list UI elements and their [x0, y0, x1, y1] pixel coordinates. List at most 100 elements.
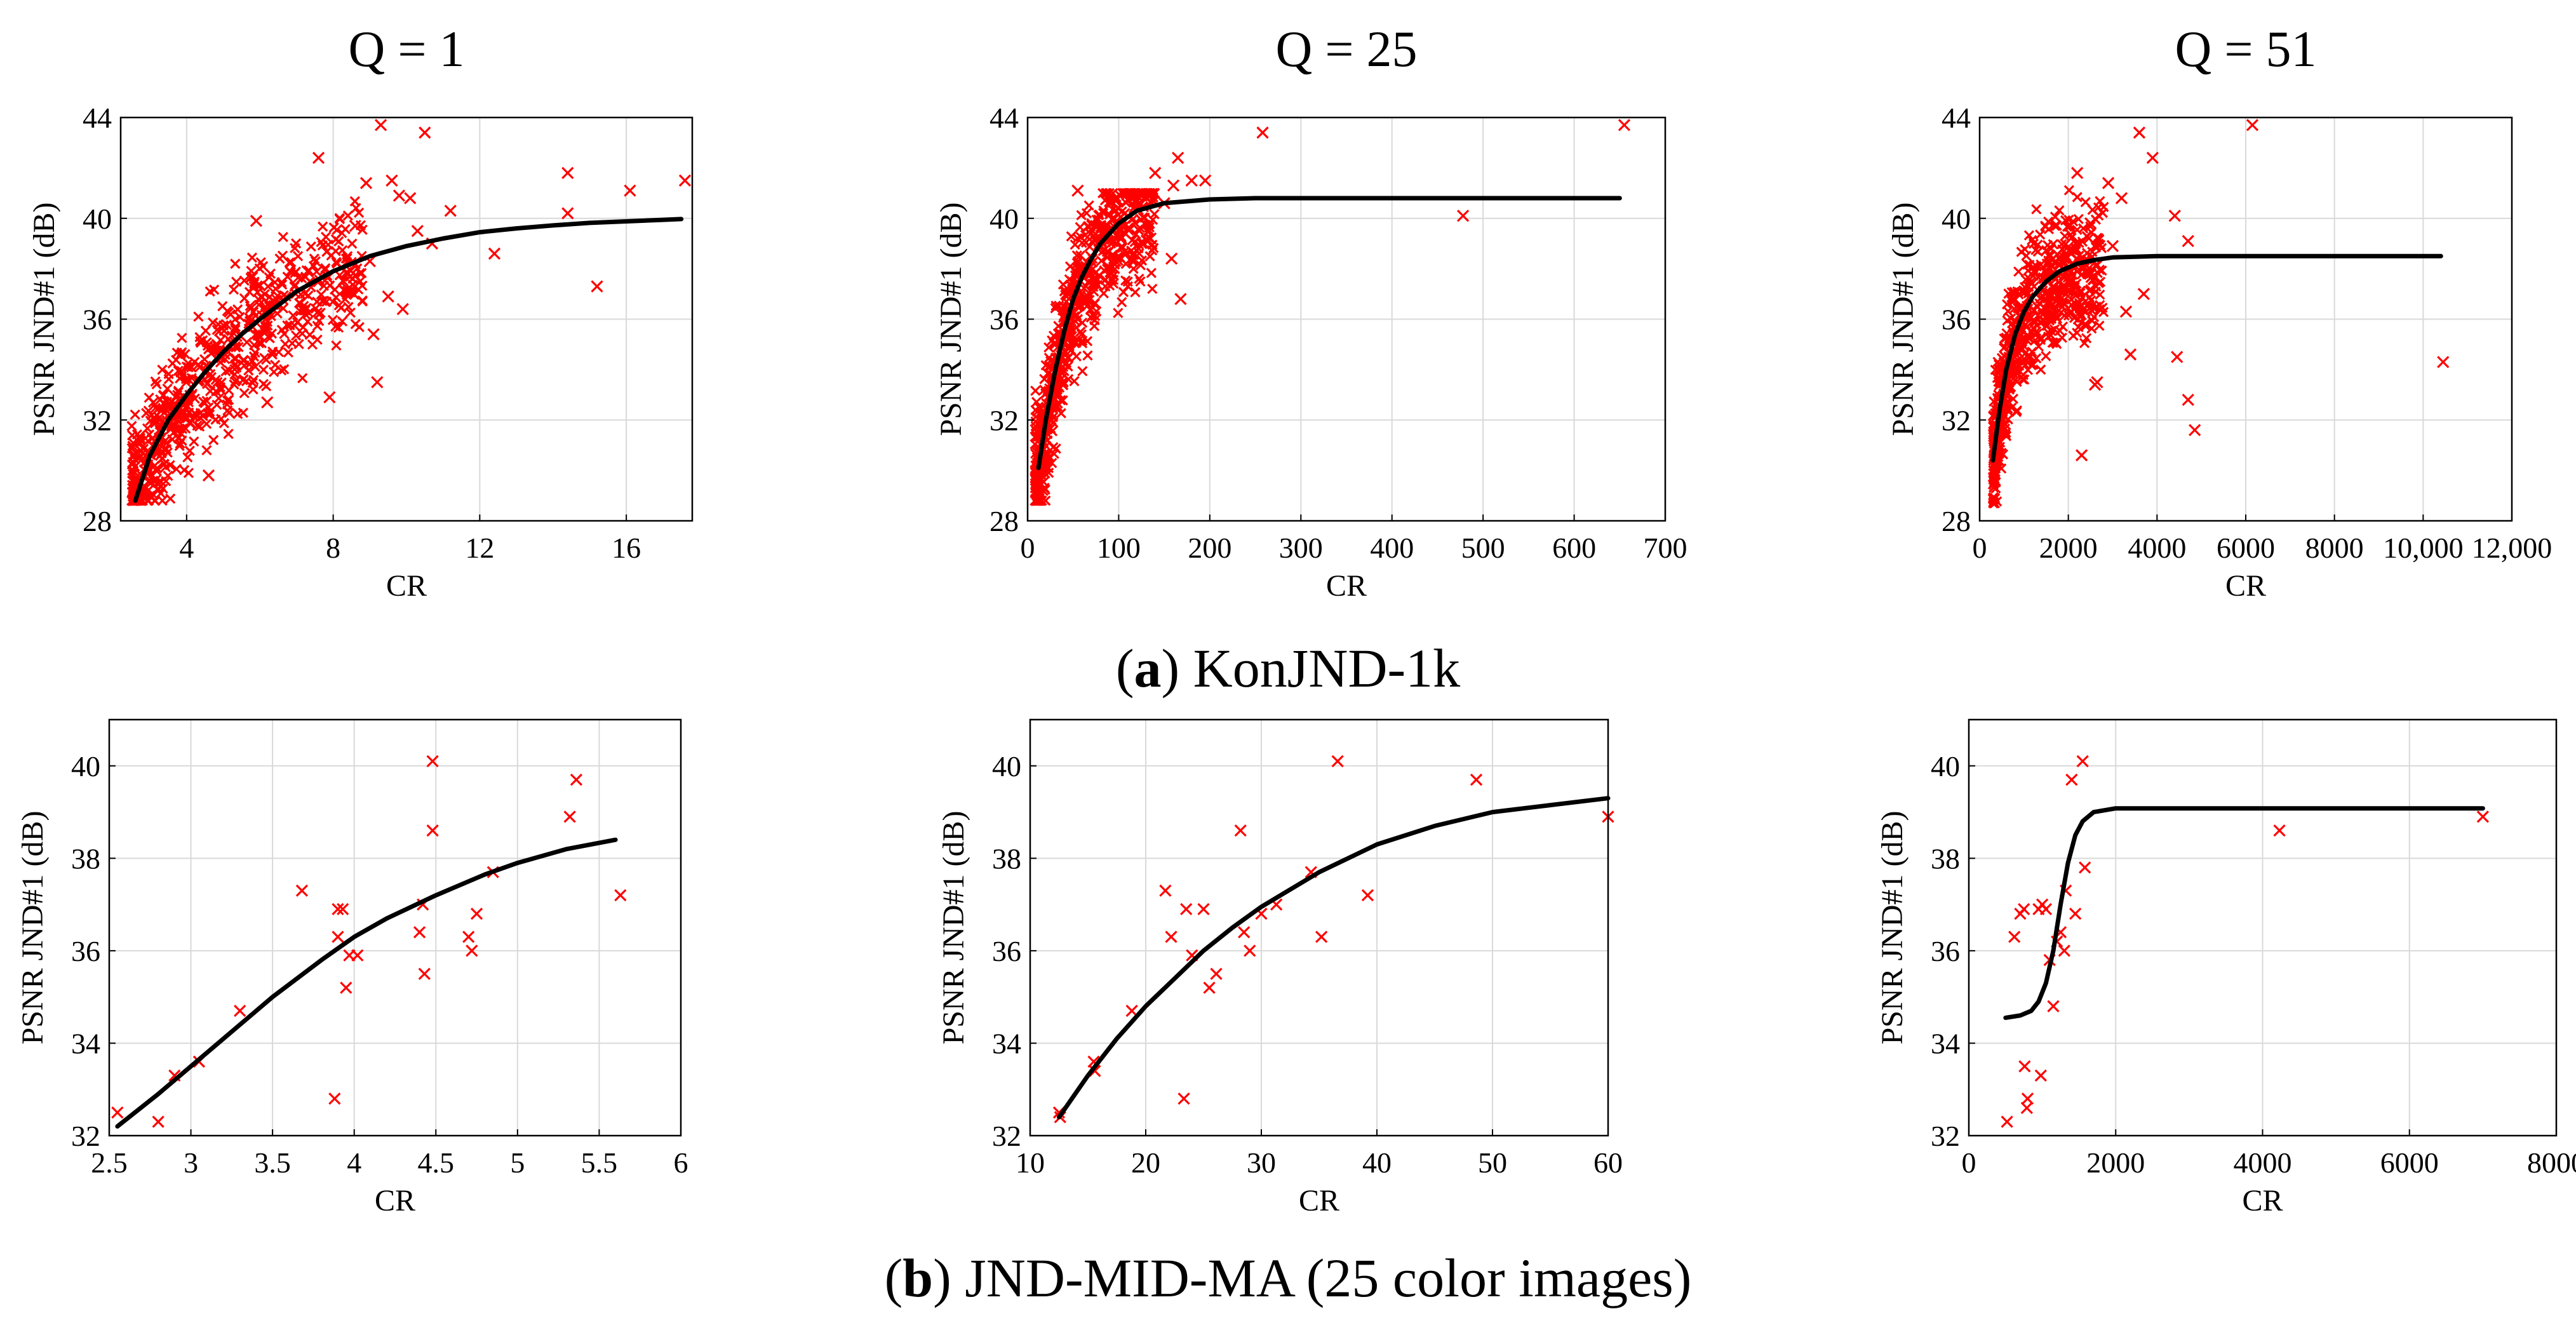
data-point	[2098, 307, 2109, 318]
data-point	[317, 240, 328, 251]
y-tick-label: 38	[71, 842, 100, 875]
x-tick-label: 2.5	[91, 1146, 128, 1179]
data-point	[135, 433, 146, 443]
data-point	[297, 373, 308, 384]
data-point	[158, 389, 169, 400]
data-point	[2032, 310, 2043, 321]
y-tick-label: 40	[1942, 203, 1971, 235]
data-point	[232, 304, 243, 315]
data-point	[310, 256, 321, 267]
data-point	[419, 126, 431, 139]
data-point	[2133, 126, 2146, 139]
data-point	[2246, 119, 2259, 131]
data-point	[1044, 361, 1055, 372]
y-tick-label: 32	[1931, 1120, 1960, 1152]
data-point	[2061, 252, 2072, 262]
x-tick-label: 200	[1188, 532, 1231, 564]
data-point	[142, 436, 154, 447]
data-point	[181, 377, 192, 387]
data-point	[614, 889, 627, 902]
x-tick-label: 100	[1097, 532, 1141, 564]
caption-a-text: KonJND-1k	[1193, 638, 1461, 699]
y-tick-label: 34	[1931, 1027, 1960, 1059]
data-point	[2060, 281, 2070, 292]
data-point	[152, 1115, 164, 1128]
data-point	[212, 377, 223, 387]
data-point	[246, 252, 258, 263]
data-point	[1361, 889, 1374, 902]
fit-curve	[115, 837, 618, 1129]
data-point	[2025, 276, 2036, 288]
data-point	[351, 949, 364, 962]
data-point	[330, 292, 342, 303]
data-point	[321, 246, 332, 257]
data-point	[462, 930, 475, 943]
chart-a1: 4 8 12 16 28 32 36 40 44 CR PSNR JND#1 (dB) Q = 1	[27, 22, 694, 603]
data-point	[250, 361, 261, 372]
y-tick-label: 38	[1931, 842, 1960, 875]
data-point	[1123, 187, 1134, 199]
data-point	[332, 930, 344, 943]
data-point	[2086, 323, 2097, 334]
axes-box	[108, 718, 682, 1137]
data-point	[1174, 293, 1187, 306]
data-point	[2048, 239, 2058, 250]
data-point	[2078, 305, 2089, 316]
data-point	[2070, 243, 2081, 255]
data-point	[1135, 189, 1148, 202]
data-point	[2017, 332, 2029, 343]
y-tick-label: 40	[989, 203, 1019, 235]
data-point	[2168, 210, 2181, 222]
data-point	[1111, 192, 1122, 203]
data-point	[1234, 824, 1247, 837]
data-point	[392, 189, 406, 202]
data-point	[1256, 126, 1269, 139]
x-tick-label: 3	[184, 1146, 198, 1179]
data-point	[1165, 252, 1178, 265]
x-tick-label: 30	[1247, 1146, 1276, 1179]
data-point	[340, 981, 352, 994]
data-point	[1089, 278, 1100, 290]
data-point	[1087, 309, 1098, 321]
x-axis-label: CR	[375, 1184, 415, 1218]
data-point	[1618, 119, 1631, 131]
data-point	[252, 329, 264, 340]
data-point	[563, 810, 576, 823]
data-point	[241, 337, 252, 347]
x-tick-label: 500	[1461, 532, 1505, 564]
data-point	[561, 166, 574, 179]
y-tick-label: 32	[83, 404, 112, 436]
data-point	[238, 407, 249, 419]
data-point	[224, 365, 235, 376]
data-point	[2040, 221, 2051, 232]
scatter-points	[2001, 755, 2490, 1128]
data-point	[331, 340, 342, 351]
data-point	[2046, 311, 2057, 322]
data-point	[176, 365, 187, 377]
data-point	[327, 314, 339, 325]
data-point	[2075, 449, 2088, 462]
data-point	[185, 418, 196, 429]
x-tick-label: 6000	[2380, 1146, 2439, 1179]
data-point	[1097, 187, 1108, 199]
y-tick-label: 40	[83, 203, 112, 235]
data-point	[312, 151, 325, 165]
x-tick-label: 16	[612, 532, 641, 564]
scatter-points	[202, 119, 692, 482]
caption-b-text: JND-MID-MA (25 color images)	[965, 1247, 1692, 1308]
data-point	[270, 283, 281, 294]
data-point	[1137, 239, 1148, 250]
y-tick-label: 36	[71, 935, 100, 967]
data-point	[318, 221, 328, 232]
data-point	[1066, 231, 1077, 242]
data-point	[353, 207, 365, 218]
chart-title: Q = 1	[349, 22, 465, 77]
data-point	[2036, 317, 2047, 328]
data-point	[2049, 212, 2061, 222]
data-point	[254, 295, 265, 306]
data-point	[2065, 220, 2076, 231]
y-tick-label: 36	[1942, 304, 1971, 336]
data-point	[418, 967, 431, 980]
data-point	[2006, 372, 2017, 382]
data-point	[1146, 267, 1157, 278]
